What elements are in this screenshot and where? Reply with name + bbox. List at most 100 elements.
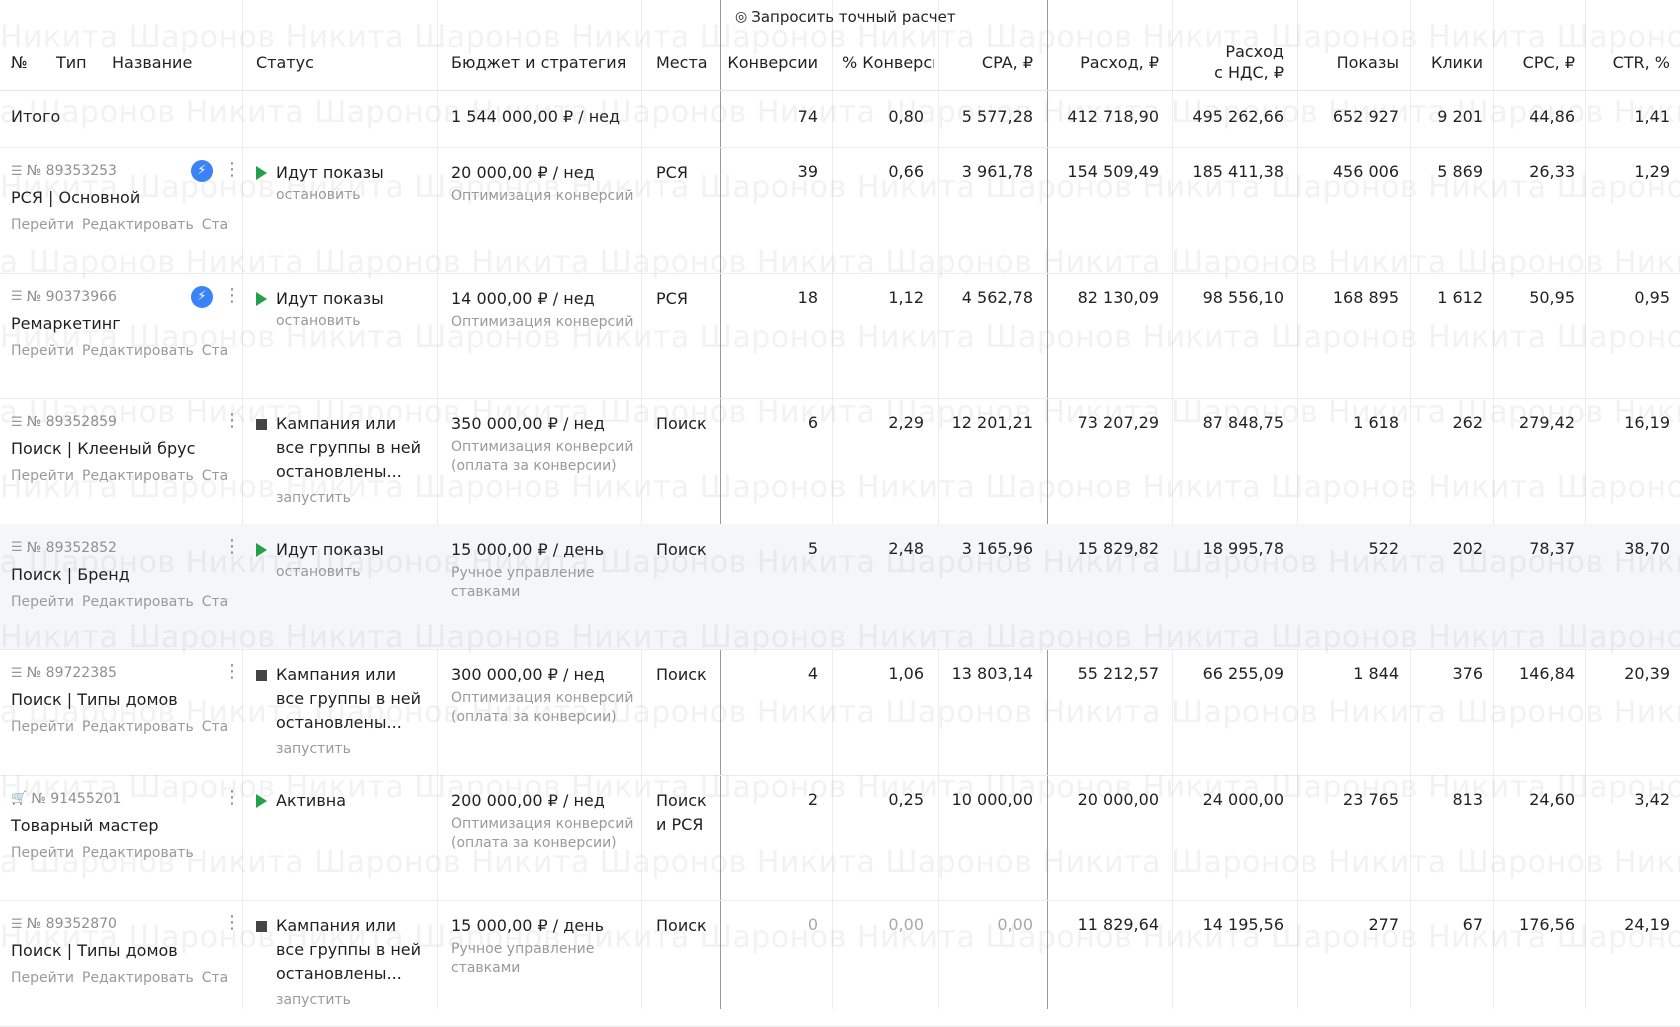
status-text: Кампания или все группы в ней остановлен… (276, 916, 422, 983)
status-text: Кампания или все группы в ней остановлен… (276, 414, 422, 481)
campaign-name[interactable]: Ремаркетинг (11, 313, 121, 333)
places-value: Поиск (656, 916, 707, 935)
campaign-places: РСЯ (656, 161, 688, 185)
campaign-id: ☰ № 89353253 (11, 163, 117, 179)
request-estimate-button[interactable]: ◎ Запросить точный расчет (735, 8, 956, 26)
col-header-places[interactable]: Места (656, 53, 708, 72)
status-action-link[interactable]: запустить (276, 992, 351, 1008)
more-menu-icon[interactable]: ⋮ (223, 535, 241, 557)
conversions-value: 18 (797, 287, 818, 307)
col-header-name[interactable]: Название (112, 53, 193, 72)
col-header-clicks[interactable]: Клики (1430, 53, 1483, 72)
col-header-conversions[interactable]: Конверсии (727, 53, 818, 72)
budget-value: 14 000,00 ₽ / нед (451, 288, 595, 308)
more-menu-icon[interactable]: ⋮ (223, 912, 241, 933)
goto-link[interactable]: Перейти (11, 719, 74, 735)
strategy-text: Оптимизация конверсий (оплата за конверс… (451, 815, 634, 851)
col-header-status[interactable]: Статус (256, 53, 314, 72)
stats-link[interactable]: Статистика (201, 593, 229, 610)
goto-link[interactable]: Перейти (11, 844, 74, 861)
clicks-value: 376 (1452, 664, 1483, 683)
places-value: РСЯ (656, 288, 688, 308)
goto-link[interactable]: Перейти (11, 468, 74, 484)
places-value: Поиск (656, 539, 707, 559)
budget-value: 200 000,00 ₽ / нед (451, 790, 605, 810)
campaign-name[interactable]: Поиск | Типы домов (11, 941, 178, 960)
more-menu-icon[interactable]: ⋮ (223, 786, 241, 808)
campaign-actions: Перейти Редактировать Статистика (11, 217, 229, 233)
goto-link[interactable]: Перейти (11, 342, 74, 359)
campaign-name[interactable]: Поиск | Клееный брус (11, 439, 196, 458)
conversions-value: 39 (797, 162, 818, 181)
stats-link[interactable]: Статистика (201, 342, 229, 359)
ctr-value: 3,42 (1634, 789, 1670, 809)
edit-link[interactable]: Редактировать (82, 719, 194, 735)
stats-link[interactable]: Статистика (201, 719, 229, 735)
status-action-link[interactable]: остановить (276, 187, 361, 203)
edit-link[interactable]: Редактировать (82, 970, 194, 986)
conv-pct-value: 0,25 (888, 789, 924, 809)
edit-link[interactable]: Редактировать (82, 593, 194, 610)
table-row: ☰ № 89722385 ⋮ Поиск | Типы домов Перейт… (0, 649, 1680, 776)
col-header-type[interactable]: Тип (56, 53, 87, 72)
stats-link[interactable]: Статистика (201, 468, 229, 484)
col-header-conv-pct[interactable]: % Конверсий (842, 53, 934, 72)
campaign-name[interactable]: РСЯ | Основной (11, 188, 141, 207)
stop-icon (256, 919, 267, 932)
campaign-name[interactable]: Товарный мастер (11, 815, 159, 835)
goto-link[interactable]: Перейти (11, 970, 74, 986)
more-menu-icon[interactable]: ⋮ (223, 284, 241, 306)
total-spend: 412 718,90 (1067, 107, 1159, 126)
goto-link[interactable]: Перейти (11, 217, 74, 233)
col-header-spend[interactable]: Расход, ₽ (1080, 53, 1159, 72)
goto-link[interactable]: Перейти (11, 593, 74, 610)
campaign-places: Поиск (656, 538, 707, 562)
budget-value: 20 000,00 ₽ / нед (451, 163, 595, 182)
lightning-icon[interactable]: ⚡ (191, 160, 213, 182)
status-text: Идут показы (276, 288, 384, 308)
edit-link[interactable]: Редактировать (82, 844, 194, 861)
spend-value: 55 212,57 (1077, 664, 1159, 683)
stats-link[interactable]: Статистика (201, 970, 229, 986)
lightning-icon[interactable]: ⚡ (191, 285, 213, 308)
status-action-link[interactable]: остановить (276, 563, 361, 580)
cpc-value: 26,33 (1529, 162, 1575, 181)
clicks-value: 5 869 (1437, 162, 1483, 181)
ctr-value: 24,19 (1624, 915, 1670, 934)
col-header-spend-vat[interactable]: Расход с НДС, ₽ (1174, 41, 1284, 83)
cpa-value: 12 201,21 (951, 413, 1033, 432)
col-header-impressions[interactable]: Показы (1336, 53, 1399, 72)
strategy-text: Ручное управление ставками (451, 564, 595, 600)
spend-value: 82 130,09 (1077, 287, 1159, 307)
campaign-actions: Перейти Редактировать Статистика (11, 970, 229, 986)
more-menu-icon[interactable]: ⋮ (223, 159, 241, 180)
conversions-value: 6 (807, 413, 818, 432)
col-header-num[interactable]: № (11, 53, 28, 72)
col-header-cpa[interactable]: CPA, ₽ (981, 53, 1033, 72)
conv-pct-value: 0,66 (888, 162, 924, 181)
edit-link[interactable]: Редактировать (82, 342, 194, 359)
edit-link[interactable]: Редактировать (82, 217, 194, 233)
status-action-link[interactable]: запустить (276, 490, 351, 506)
campaign-name[interactable]: Поиск | Бренд (11, 564, 130, 584)
status-action-link[interactable]: запустить (276, 741, 351, 757)
play-icon (256, 793, 267, 808)
stats-link[interactable]: Статистика (201, 217, 229, 233)
conv-pct-value: 2,29 (888, 413, 924, 432)
edit-link[interactable]: Редактировать (82, 468, 194, 484)
spend-value: 20 000,00 (1077, 789, 1159, 809)
stop-icon (256, 417, 267, 430)
total-ctr: 1,41 (1634, 107, 1670, 126)
more-menu-icon[interactable]: ⋮ (223, 410, 241, 431)
col-header-ctr[interactable]: CTR, % (1612, 53, 1670, 72)
status-action-link[interactable]: остановить (276, 312, 361, 329)
more-menu-icon[interactable]: ⋮ (223, 661, 241, 682)
impressions-value: 1 618 (1353, 413, 1399, 432)
text-campaign-icon: ☰ (11, 289, 23, 304)
campaign-name[interactable]: Поиск | Типы домов (11, 690, 178, 709)
table-row: ☰ № 89353253 ⚡ ⋮ РСЯ | Основной Перейти Р… (0, 147, 1680, 274)
col-header-budget[interactable]: Бюджет и стратегия (451, 53, 627, 72)
col-header-cpc[interactable]: CPC, ₽ (1522, 53, 1575, 72)
total-conversions: 74 (797, 107, 818, 126)
campaign-places: РСЯ (656, 287, 688, 311)
